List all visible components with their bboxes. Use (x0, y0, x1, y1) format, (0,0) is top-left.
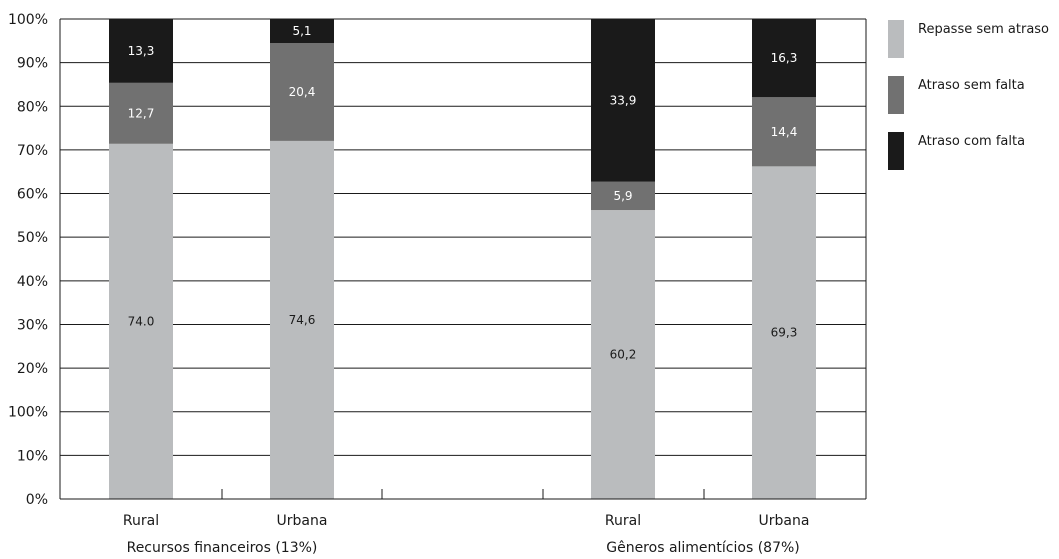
y-tick-label: 0% (26, 492, 48, 508)
bar-segment (109, 82, 173, 144)
y-tick-label: 40% (17, 274, 48, 290)
data-label: 14,4 (771, 125, 798, 139)
data-label: 74.0 (128, 314, 155, 328)
data-label: 16,3 (771, 51, 798, 65)
x-category-label: Urbana (277, 513, 328, 529)
bar-segment (270, 43, 334, 141)
legend-label: Atraso sem falta (918, 78, 1025, 93)
data-label: 20,4 (289, 85, 316, 99)
legend-label: Atraso com falta (918, 134, 1025, 149)
x-category-label: Urbana (759, 513, 810, 529)
bar-segment (752, 166, 816, 500)
legend-label: Repasse sem atraso (918, 22, 1049, 37)
y-tick-label: 60% (17, 187, 48, 203)
y-tick-label: 100% (8, 12, 48, 28)
bar-segment (591, 181, 655, 211)
bar-segment (752, 19, 816, 98)
bar-segment (109, 19, 173, 83)
bar-segment (591, 210, 655, 500)
data-label: 74,6 (289, 313, 316, 327)
data-label: 33,9 (610, 93, 637, 107)
y-tick-label: 30% (17, 317, 48, 333)
y-tick-label: 100% (8, 405, 48, 421)
x-category-label: Rural (123, 513, 159, 529)
x-group-label: Recursos financeiros (13%) (127, 540, 318, 556)
data-label: 5,1 (292, 24, 311, 38)
data-label: 12,7 (128, 106, 155, 120)
data-label: 5,9 (613, 189, 632, 203)
bar-segment (270, 140, 334, 500)
legend-swatch (888, 20, 904, 58)
x-category-label: Rural (605, 513, 641, 529)
data-label: 13,3 (128, 44, 155, 58)
y-tick-label: 20% (17, 361, 48, 377)
y-tick-label: 80% (17, 99, 48, 115)
data-label: 60,2 (610, 348, 637, 362)
y-tick-label: 50% (17, 230, 48, 246)
y-tick-label: 90% (17, 56, 48, 72)
bar-segment (752, 97, 816, 167)
data-label: 69,3 (771, 326, 798, 340)
y-tick-label: 10% (17, 448, 48, 464)
bar-segment (109, 143, 173, 500)
y-tick-label: 70% (17, 143, 48, 159)
x-group-label: Gêneros alimentícios (87%) (606, 540, 800, 556)
legend-swatch (888, 132, 904, 170)
legend-swatch (888, 76, 904, 114)
bar-segment (591, 19, 655, 182)
bar-segment (270, 18, 334, 43)
